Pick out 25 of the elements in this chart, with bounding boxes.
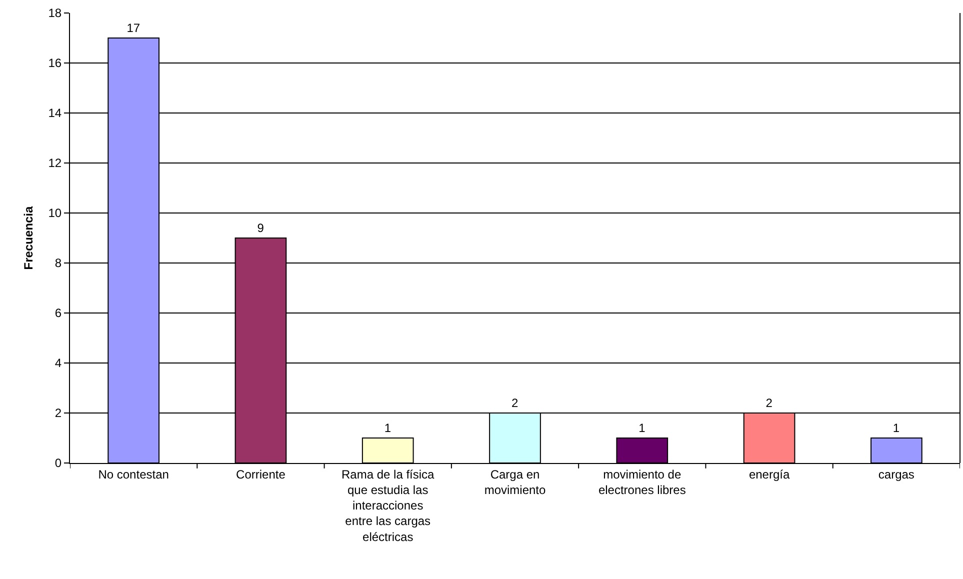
data-label: 2 <box>512 396 518 410</box>
y-tick-label: 16 <box>48 56 62 70</box>
y-tick-label: 0 <box>54 456 62 470</box>
y-tick-label: 4 <box>54 356 62 370</box>
y-tick-label: 2 <box>54 406 62 420</box>
x-tick-label: Rama de la física que estudia las interacciones entre las cargas eléctricas <box>342 467 435 544</box>
data-label: 1 <box>638 421 646 435</box>
y-tick-label: 6 <box>54 306 62 320</box>
y-tick-label: 14 <box>48 106 62 120</box>
data-label: 1 <box>384 421 392 435</box>
y-tick-label: 12 <box>48 156 62 170</box>
x-tick-label: cargas <box>878 467 914 482</box>
x-tick-label: energía <box>748 467 790 482</box>
x-tick-label: Corriente <box>236 467 286 482</box>
data-label: 2 <box>766 396 773 410</box>
y-tick-label: 8 <box>54 256 62 270</box>
y-tick-label: 10 <box>48 206 62 220</box>
data-label: 1 <box>892 421 900 435</box>
data-label: 17 <box>126 21 140 35</box>
data-label: 9 <box>257 221 264 235</box>
x-tick-label: Carga en movimiento <box>484 467 546 497</box>
y-tick-label: 18 <box>48 6 62 20</box>
x-tick-label: No contestan <box>98 467 169 482</box>
x-tick-label: movimiento de electrones libres <box>598 467 686 497</box>
y-axis-title: Frecuencia <box>22 206 36 270</box>
